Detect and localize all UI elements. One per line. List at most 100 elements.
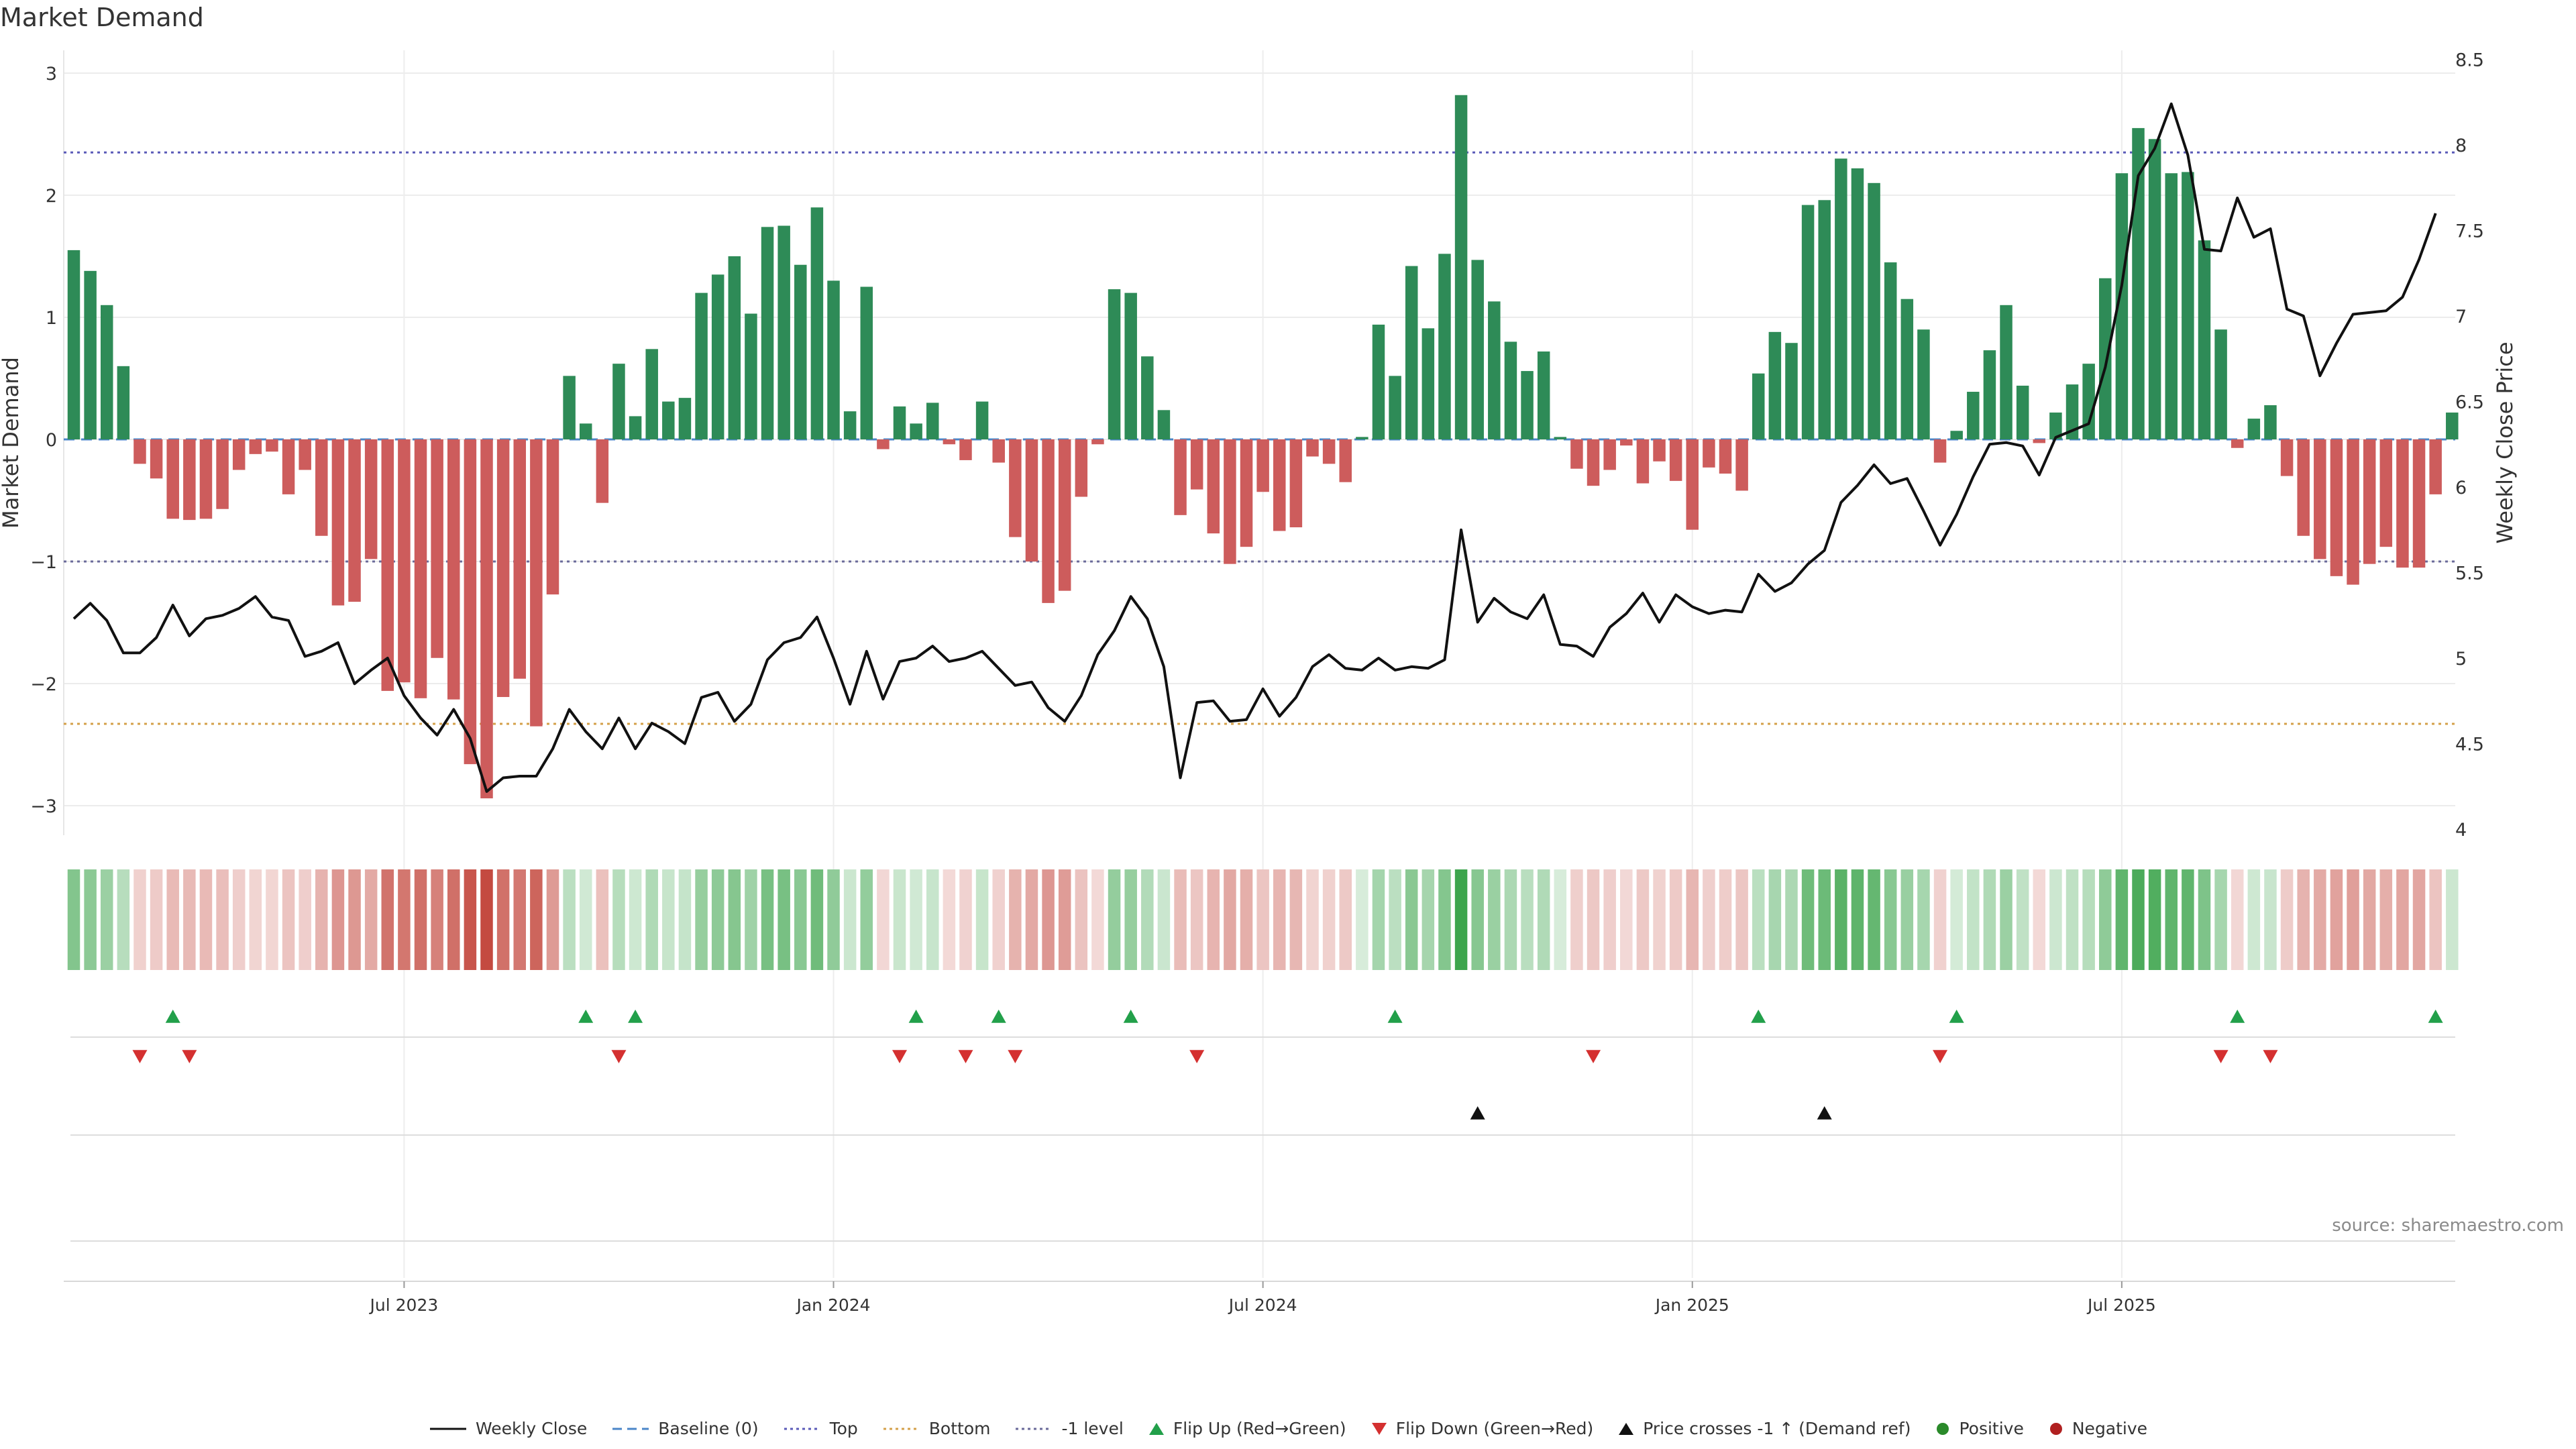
- heat-strip: [67, 869, 2459, 970]
- demand-bar: [728, 256, 741, 439]
- heat-cell: [513, 869, 526, 970]
- heat-cell: [2247, 869, 2261, 970]
- right-tick-label: 8: [2455, 136, 2467, 156]
- legend-item: Positive: [1935, 1419, 2024, 1438]
- demand-bar: [1372, 324, 1385, 439]
- triangle-up-icon: [1148, 1422, 1164, 1435]
- legend-label: Positive: [1959, 1419, 2024, 1438]
- demand-bar: [199, 439, 213, 519]
- demand-bar: [1636, 439, 1650, 484]
- demand-bar: [2148, 139, 2161, 439]
- legend: Weekly Close Baseline (0) Top Bottom -1 leve…: [0, 1419, 2576, 1438]
- demand-bar: [1108, 289, 1121, 439]
- demand-bar: [480, 439, 493, 799]
- heat-cell: [1636, 869, 1650, 970]
- legend-item: Weekly Close: [429, 1419, 587, 1438]
- heat-cell: [2297, 869, 2310, 970]
- demand-bar: [2264, 405, 2277, 439]
- heat-cell: [2198, 869, 2211, 970]
- heat-cell: [1306, 869, 1319, 970]
- heat-cell: [1917, 869, 1930, 970]
- heat-cell: [1868, 869, 1880, 970]
- flip-down-marker: [1189, 1050, 1205, 1063]
- demand-bar: [1570, 439, 1583, 469]
- heat-cell: [1256, 869, 1269, 970]
- legend-label: Baseline (0): [658, 1419, 759, 1438]
- heat-cell: [1339, 869, 1352, 970]
- demand-bar: [100, 305, 113, 439]
- demand-bar: [1058, 439, 1071, 591]
- heat-cell: [2429, 869, 2442, 970]
- heat-cell: [1504, 869, 1517, 970]
- left-tick-label: 1: [46, 308, 57, 329]
- demand-bar: [2082, 364, 2095, 439]
- heat-cell: [1025, 869, 1038, 970]
- demand-bar: [249, 439, 262, 454]
- flip-down-marker: [2263, 1050, 2278, 1063]
- heat-cell: [2314, 869, 2326, 970]
- demand-bar: [1620, 439, 1633, 446]
- left-tick-label: −2: [30, 674, 57, 695]
- demand-bar: [1768, 331, 1782, 439]
- heat-cell: [2214, 869, 2227, 970]
- legend-item: Bottom: [882, 1419, 990, 1438]
- heat-cell: [398, 869, 411, 970]
- demand-bar: [645, 349, 658, 439]
- heat-cell: [1488, 869, 1501, 970]
- heat-cell: [496, 869, 510, 970]
- demand-bar: [1042, 439, 1055, 603]
- flip-down-marker: [2213, 1050, 2229, 1063]
- heat-cell: [150, 869, 163, 970]
- demand-bar: [2297, 439, 2310, 536]
- heat-cell: [678, 869, 692, 970]
- demand-bar: [794, 264, 807, 439]
- heat-cell: [629, 869, 642, 970]
- heat-cell: [100, 869, 113, 970]
- heat-cell: [67, 869, 80, 970]
- heat-cell: [579, 869, 592, 970]
- demand-bar: [1157, 410, 1171, 439]
- legend-label: -1 level: [1061, 1419, 1124, 1438]
- heat-cell: [1851, 869, 1864, 970]
- heat-cell: [1587, 869, 1600, 970]
- demand-bar: [1256, 439, 1269, 492]
- left-tick-label: −1: [30, 552, 57, 573]
- heat-cell: [348, 869, 361, 970]
- heat-cell: [1620, 869, 1633, 970]
- demand-bar: [1322, 439, 1336, 464]
- demand-bar: [166, 439, 179, 519]
- demand-bars: [67, 95, 2459, 799]
- heat-cell: [1157, 869, 1171, 970]
- heat-cell: [1521, 869, 1534, 970]
- flip-down-marker: [1586, 1050, 1601, 1063]
- demand-bar: [2132, 127, 2145, 439]
- heat-cell: [2165, 869, 2178, 970]
- heat-cell: [2065, 869, 2079, 970]
- demand-bar: [1389, 376, 1401, 439]
- heat-cell: [2412, 869, 2426, 970]
- heat-cell: [975, 869, 989, 970]
- heat-cell: [2082, 869, 2095, 970]
- demand-bar: [2429, 439, 2442, 494]
- heat-cell: [1554, 869, 1567, 970]
- flip-down-marker: [182, 1050, 197, 1063]
- heat-cell: [530, 869, 543, 970]
- demand-bar: [2314, 439, 2326, 559]
- demand-bar: [1587, 439, 1600, 486]
- heat-cell: [2280, 869, 2294, 970]
- heat-cell: [827, 869, 840, 970]
- demand-bar: [992, 439, 1005, 463]
- demand-bar: [2214, 329, 2227, 439]
- circle-icon: [1937, 1422, 1949, 1435]
- demand-bar: [975, 401, 989, 439]
- heat-cell: [199, 869, 213, 970]
- demand-bar: [1091, 439, 1104, 445]
- legend-label: Flip Up (Red→Green): [1173, 1419, 1346, 1438]
- heat-cell: [1653, 869, 1666, 970]
- heat-cell: [1405, 869, 1418, 970]
- heat-cell: [1207, 869, 1220, 970]
- demand-bar: [1207, 439, 1220, 534]
- demand-bar: [695, 292, 708, 439]
- demand-bar: [1471, 260, 1484, 439]
- heat-cell: [299, 869, 311, 970]
